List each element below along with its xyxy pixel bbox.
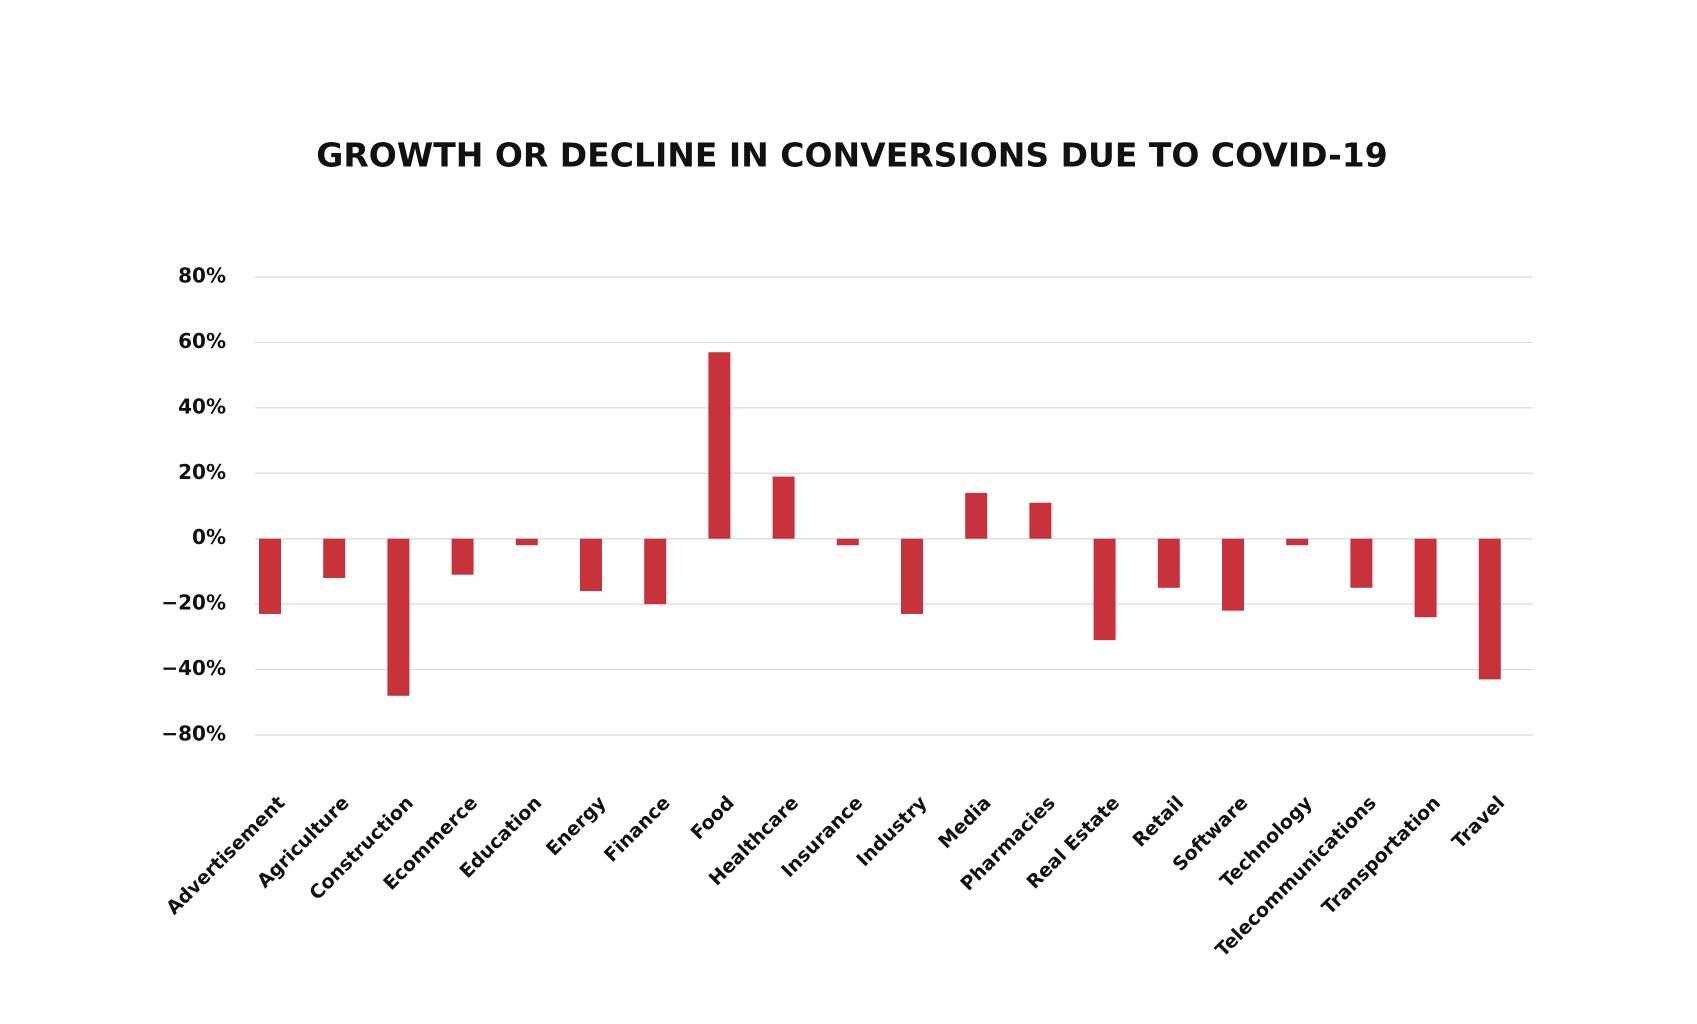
- bar: [1478, 538, 1501, 680]
- y-tick-label: −80%: [161, 722, 226, 746]
- bar: [1350, 538, 1373, 588]
- bar: [1286, 538, 1309, 546]
- x-tick-label: Advertisement: [162, 792, 289, 919]
- bar: [965, 492, 988, 539]
- bar: [1414, 538, 1437, 618]
- bar: [387, 538, 410, 696]
- x-tick-label: Industry: [852, 791, 932, 871]
- bar: [1157, 538, 1180, 588]
- bar: [772, 476, 795, 539]
- bar: [836, 538, 859, 546]
- y-tick-label: −40%: [161, 656, 226, 680]
- bar: [323, 538, 346, 578]
- bar: [451, 538, 474, 575]
- x-tick-label: Food: [687, 792, 739, 844]
- x-tick-label: Transportation: [1318, 792, 1445, 919]
- bar: [259, 538, 281, 614]
- y-tick-label: −20%: [161, 591, 226, 615]
- bar: [580, 538, 602, 592]
- y-tick-label: 20%: [178, 460, 226, 484]
- bar: [708, 352, 731, 539]
- bar: [1093, 538, 1116, 641]
- x-tick-label: Travel: [1448, 792, 1509, 853]
- y-tick-label: 80%: [178, 264, 226, 288]
- x-tick-label: Media: [934, 792, 995, 853]
- y-tick-label: 0%: [192, 525, 226, 549]
- bar: [1222, 538, 1244, 611]
- y-tick-label: 40%: [178, 394, 226, 418]
- x-tick-label: Finance: [600, 792, 675, 867]
- bar: [515, 538, 538, 546]
- x-tick-label: Retail: [1129, 792, 1189, 852]
- bar: [644, 538, 667, 605]
- chart-title: GROWTH OR DECLINE IN CONVERSIONS DUE TO …: [316, 136, 1387, 175]
- bar: [901, 538, 923, 614]
- y-tick-label: 60%: [178, 329, 226, 353]
- bar: [1029, 502, 1052, 539]
